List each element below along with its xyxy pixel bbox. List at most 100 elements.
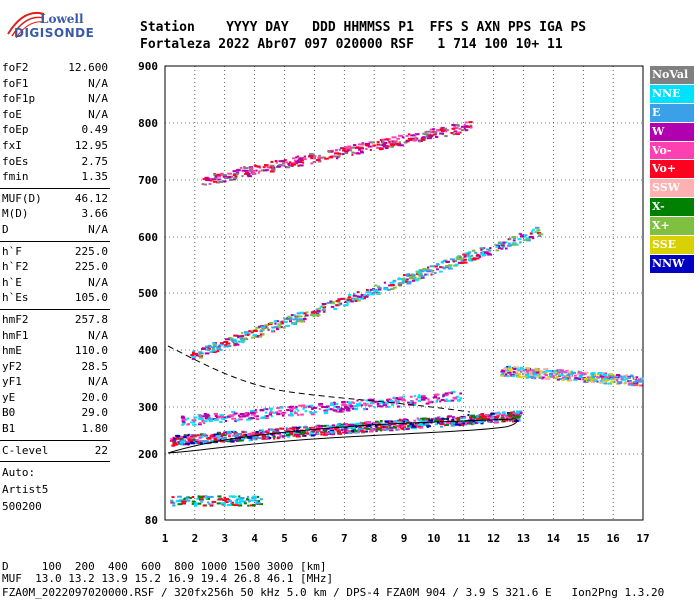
echo-point — [250, 170, 255, 173]
echo-point — [383, 281, 387, 284]
echo-point — [420, 398, 426, 401]
echo-point — [275, 411, 279, 414]
echo-point — [623, 382, 626, 385]
echo-point — [238, 498, 244, 501]
echo-point — [193, 416, 198, 419]
echo-point — [223, 431, 227, 434]
x-tick-label: 2 — [192, 532, 199, 545]
echo-point — [312, 315, 316, 318]
echo-point — [302, 432, 308, 435]
echo-point — [400, 423, 403, 426]
echo-point — [517, 368, 521, 371]
echo-point — [400, 427, 403, 430]
echo-point — [213, 345, 217, 348]
echo-point — [628, 380, 632, 383]
echo-point — [313, 433, 316, 436]
echo-point — [505, 373, 508, 376]
echo-point — [525, 374, 530, 377]
echo-point — [630, 382, 636, 385]
legend-item: NNE — [650, 84, 694, 103]
echo-point — [309, 314, 312, 316]
echo-point — [303, 155, 307, 158]
echo-point — [203, 183, 207, 186]
echo-point — [409, 395, 413, 398]
echo-point — [219, 343, 223, 346]
echo-point — [583, 378, 589, 380]
echo-point — [287, 435, 291, 438]
echo-point — [170, 499, 174, 502]
echo-point — [356, 399, 359, 402]
echo-point — [329, 430, 334, 432]
x-tick-label: 7 — [341, 532, 348, 545]
echo-point — [625, 381, 631, 384]
echo-point — [568, 373, 573, 376]
param-value: 1.35 — [81, 170, 109, 184]
echo-point — [378, 147, 384, 150]
echo-point — [282, 435, 285, 438]
echo-point — [211, 178, 217, 181]
echo-point — [192, 352, 195, 354]
param-row: foF1 N/A — [0, 76, 110, 92]
echo-point — [405, 428, 410, 431]
echo-point — [226, 415, 231, 418]
echo-point — [505, 419, 509, 422]
echo-point — [293, 314, 296, 317]
echo-point — [508, 415, 513, 418]
echo-point — [332, 155, 337, 158]
echo-point — [502, 413, 506, 416]
echo-point — [203, 422, 206, 425]
echo-point — [418, 274, 421, 277]
echo-point — [599, 379, 603, 382]
param-name: foF2 — [2, 61, 29, 74]
echo-point — [282, 432, 285, 434]
echo-point — [433, 265, 438, 268]
echo-point — [416, 137, 419, 140]
echo-point — [313, 411, 317, 414]
echo-point — [348, 296, 351, 299]
echo-point — [467, 422, 473, 425]
echo-point — [478, 417, 481, 420]
echo-point — [286, 409, 292, 411]
echo-point — [464, 422, 467, 425]
echo-point — [531, 237, 535, 240]
echo-point — [244, 172, 248, 175]
echo-point — [455, 127, 459, 130]
echo-point — [450, 399, 455, 402]
echo-point — [558, 373, 561, 376]
echo-point — [258, 325, 262, 328]
echo-point — [322, 428, 328, 431]
echo-point — [308, 155, 311, 158]
echo-point — [501, 417, 505, 420]
param-name: foEp — [2, 123, 29, 137]
echo-point — [469, 257, 474, 260]
echo-point — [198, 417, 203, 420]
echo-point — [185, 442, 191, 445]
echo-point — [388, 420, 392, 423]
echo-point — [403, 418, 408, 421]
echo-point — [413, 419, 417, 422]
echo-point — [338, 410, 343, 413]
echo-point — [201, 420, 206, 423]
echo-point — [445, 418, 449, 421]
echo-point — [344, 301, 348, 304]
echo-point — [179, 499, 185, 502]
echo-point — [180, 443, 184, 446]
echo-point — [437, 397, 441, 400]
echo-point — [237, 433, 242, 435]
echo-point — [453, 125, 457, 128]
echo-point — [408, 426, 412, 429]
echo-point — [254, 165, 258, 168]
echo-point — [317, 158, 321, 161]
echo-point — [447, 264, 453, 267]
echo-point — [605, 380, 608, 383]
echo-point — [381, 141, 385, 143]
echo-point — [569, 371, 572, 374]
echo-point — [269, 411, 274, 414]
echo-point — [578, 378, 582, 381]
echo-point — [396, 142, 402, 145]
echo-point — [587, 379, 591, 382]
echo-point — [222, 434, 227, 437]
echo-point — [604, 375, 608, 378]
param-value: 29.0 — [81, 406, 109, 420]
echo-point — [368, 430, 374, 433]
